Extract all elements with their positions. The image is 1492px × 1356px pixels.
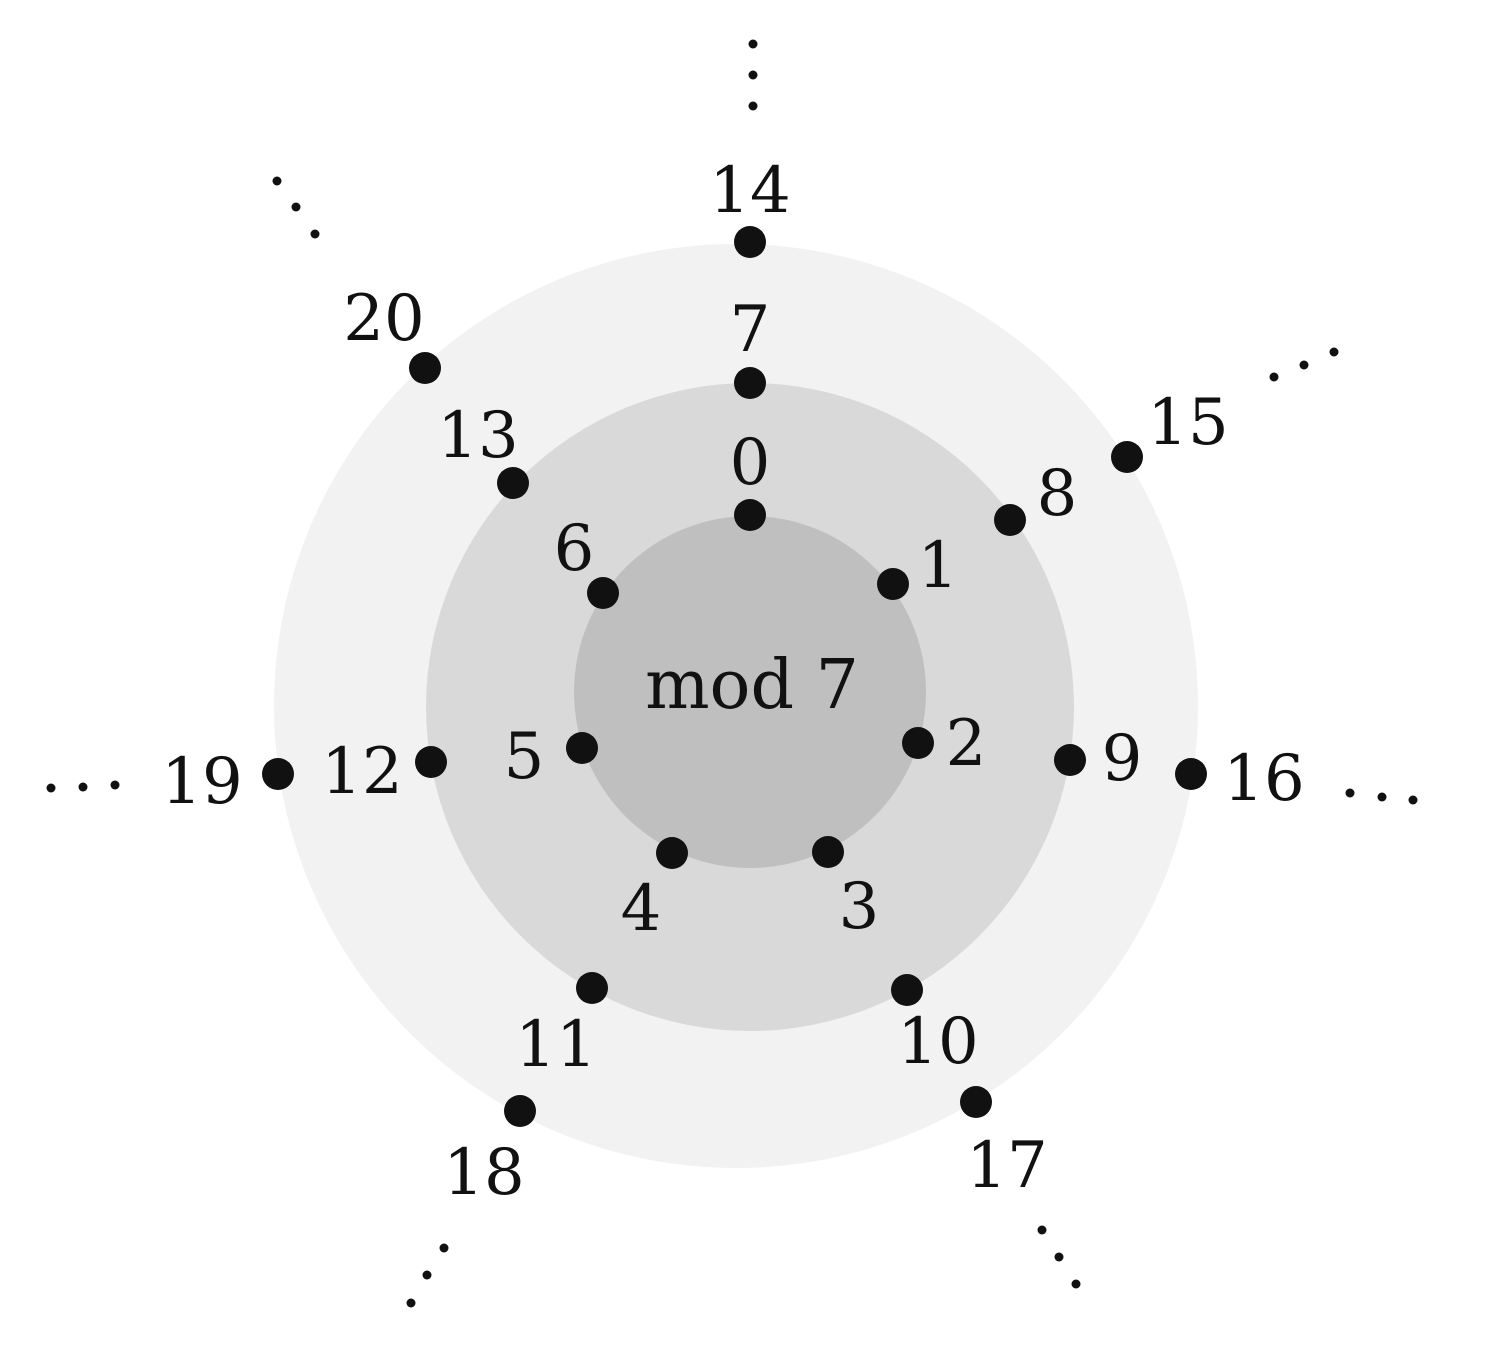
dot-6 <box>587 577 619 609</box>
dot-5 <box>566 732 598 764</box>
label-11: 11 <box>515 1008 596 1082</box>
label-10: 10 <box>897 1005 978 1079</box>
dot-17 <box>960 1086 992 1118</box>
label-16: 16 <box>1223 742 1304 816</box>
label-14: 14 <box>709 154 790 228</box>
dot-2 <box>902 727 934 759</box>
label-6: 6 <box>554 512 595 586</box>
dot-18 <box>504 1095 536 1127</box>
label-3: 3 <box>839 870 880 944</box>
dot-11 <box>576 972 608 1004</box>
label-17: 17 <box>966 1129 1047 1203</box>
dot-4 <box>656 837 688 869</box>
label-19: 19 <box>161 745 242 819</box>
label-13: 13 <box>437 399 518 473</box>
label-2: 2 <box>946 707 987 781</box>
ellipsis-top <box>748 39 758 111</box>
label-8: 8 <box>1037 457 1078 531</box>
ellipsis-left <box>46 780 120 793</box>
dot-14 <box>734 226 766 258</box>
ellipsis-upper-right <box>1269 347 1339 382</box>
dot-7 <box>734 367 766 399</box>
ellipsis-right <box>1345 788 1418 805</box>
inner-ring <box>574 516 926 868</box>
ellipsis-upper-left <box>272 176 320 239</box>
label-5: 5 <box>504 720 545 794</box>
center-label: mod 7 <box>645 646 859 725</box>
dot-13 <box>497 467 529 499</box>
label-12: 12 <box>321 735 402 809</box>
dot-19 <box>262 758 294 790</box>
dot-1 <box>877 568 909 600</box>
dot-9 <box>1054 744 1086 776</box>
dot-20 <box>409 352 441 384</box>
dot-0 <box>734 499 766 531</box>
ellipsis-lower-right <box>1037 1225 1081 1289</box>
label-20: 20 <box>343 282 424 356</box>
label-18: 18 <box>443 1136 524 1210</box>
dot-8 <box>994 504 1026 536</box>
dot-12 <box>415 746 447 778</box>
dot-10 <box>891 974 923 1006</box>
label-1: 1 <box>918 529 959 603</box>
label-9: 9 <box>1102 722 1143 796</box>
label-4: 4 <box>621 872 662 946</box>
ellipsis-lower-left <box>406 1243 449 1308</box>
label-15: 15 <box>1147 386 1228 460</box>
dot-3 <box>812 836 844 868</box>
dot-16 <box>1175 758 1207 790</box>
dot-15 <box>1111 441 1143 473</box>
label-7: 7 <box>730 293 771 367</box>
label-0: 0 <box>730 426 771 500</box>
